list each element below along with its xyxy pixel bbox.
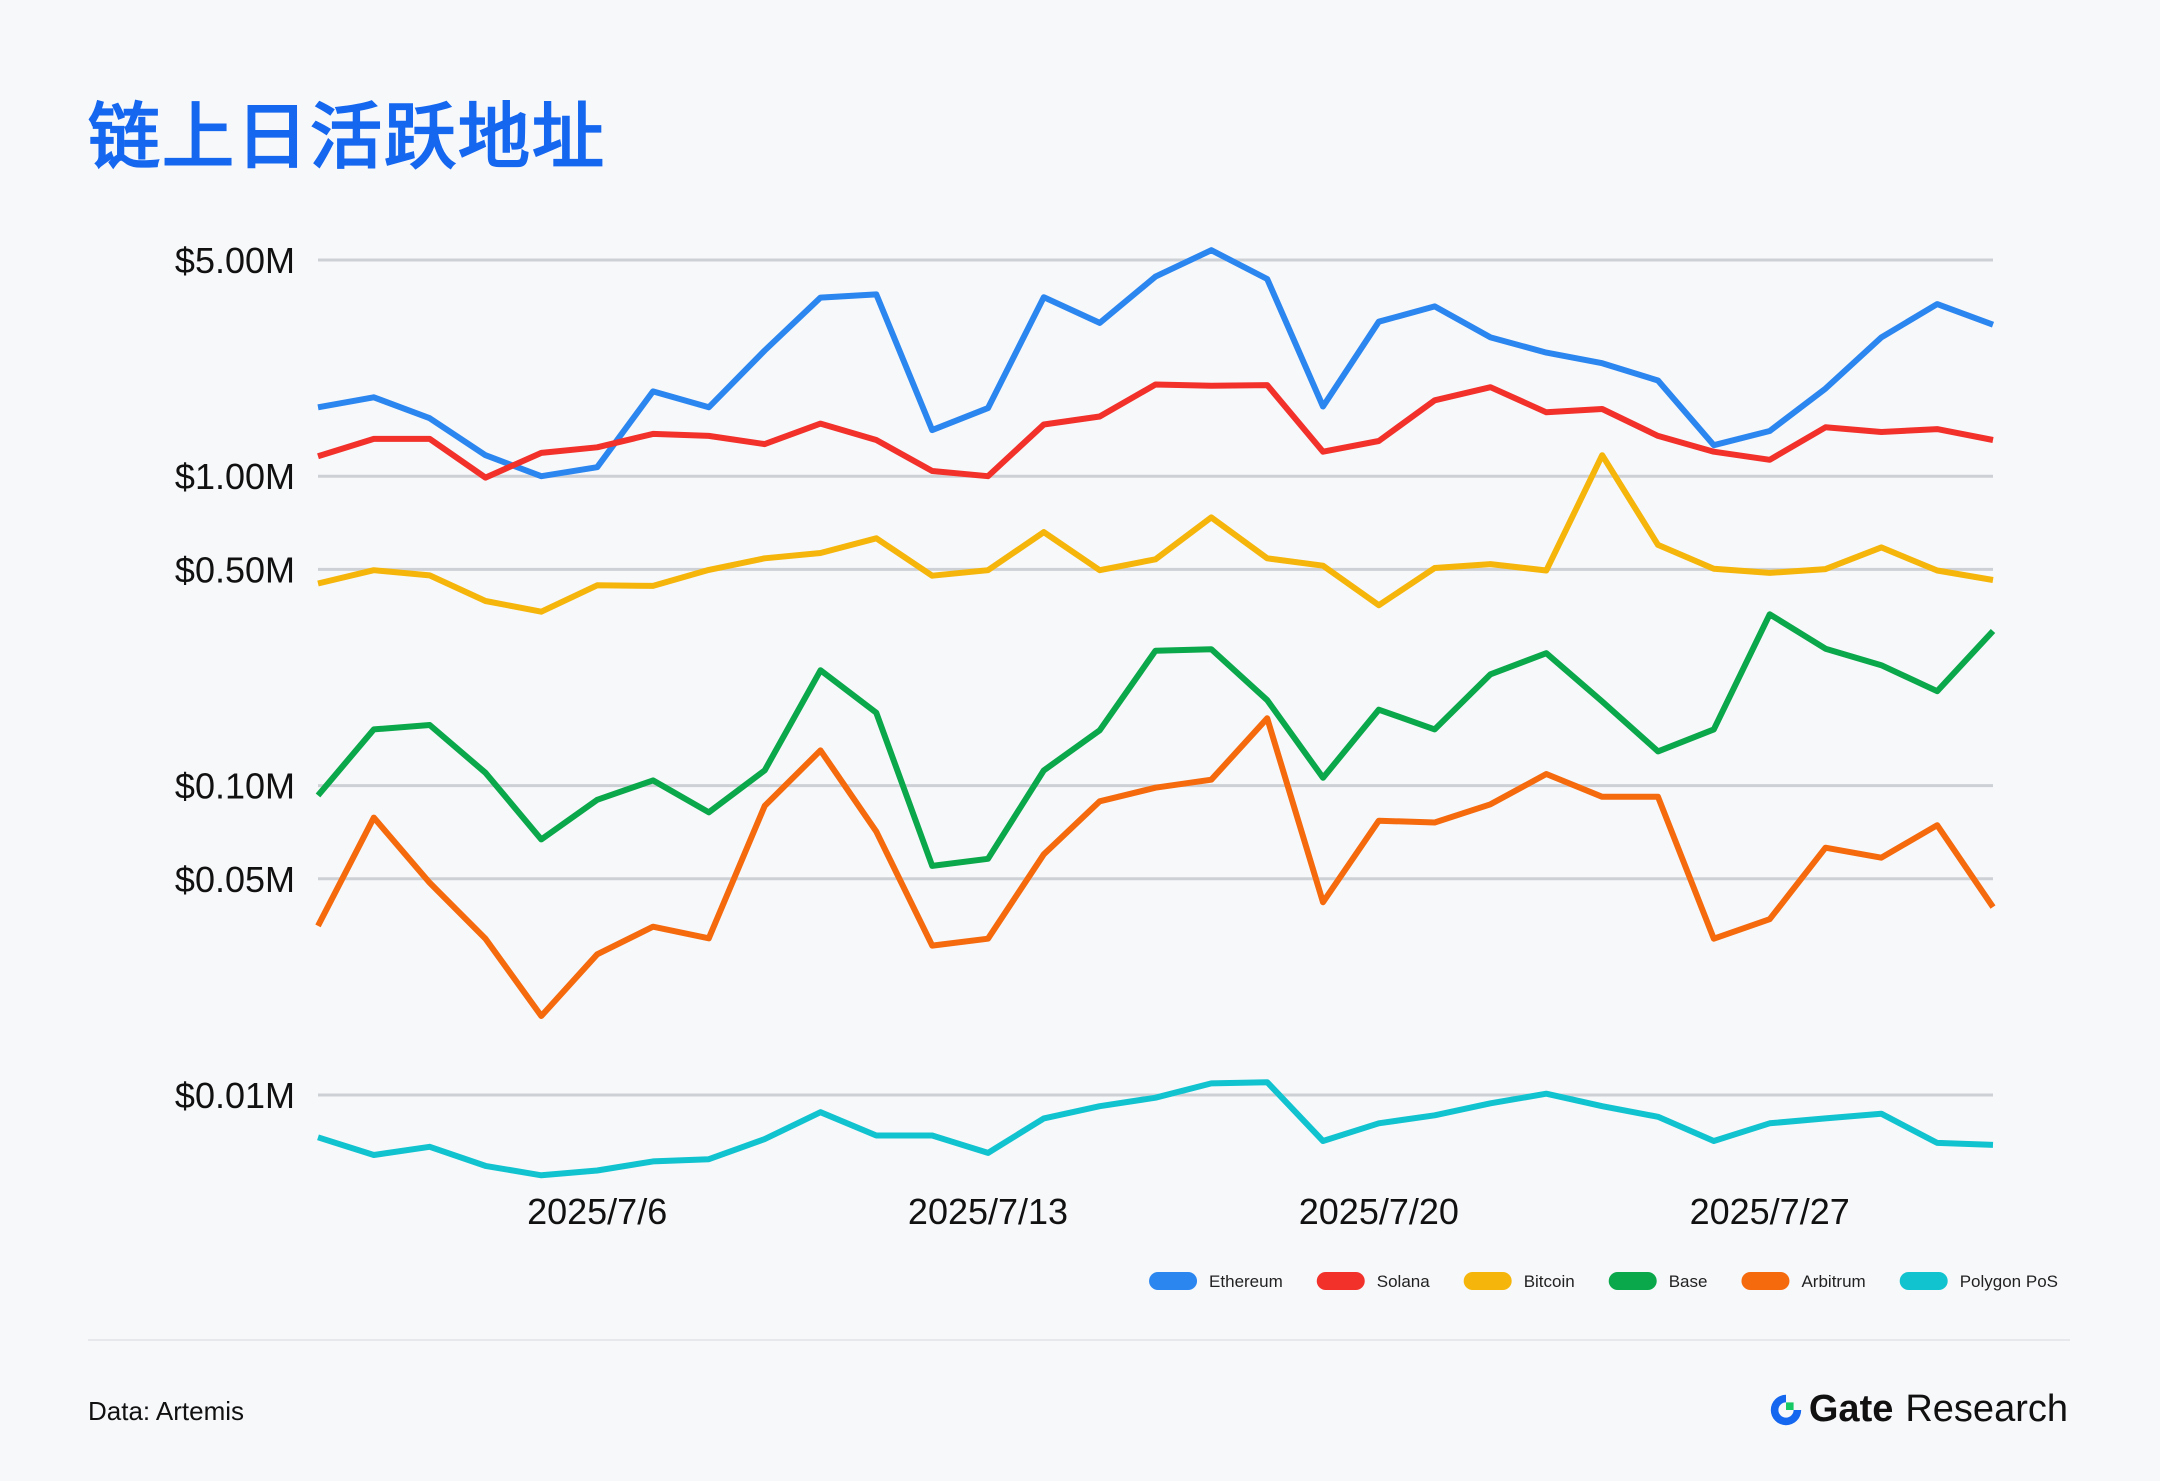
- y-axis-ticks: $5.00M $1.00M $0.50M $0.10M $0.05M $0.01M: [175, 240, 295, 1116]
- legend-label-polygon-pos: Polygon PoS: [1960, 1272, 2058, 1291]
- series-line-bitcoin: [317, 452, 1994, 615]
- legend-swatch-base: [1608, 1272, 1657, 1290]
- y-tick-label: $1.00M: [175, 456, 295, 497]
- gate-logo-icon: [1770, 1394, 1802, 1425]
- legend-label-base: Base: [1669, 1272, 1708, 1291]
- y-tick-label: $0.10M: [175, 766, 295, 807]
- data-source: Data: Artemis: [88, 1396, 245, 1426]
- footer-divider: [88, 1339, 2070, 1341]
- brand-name: Gate: [1808, 1388, 1894, 1430]
- series-lines: [315, 247, 1996, 1179]
- x-tick-label: 2025/7/27: [1690, 1191, 1850, 1232]
- x-tick-label: 2025/7/6: [527, 1191, 667, 1232]
- legend: Ethereum Solana Bitcoin Base Arbitrum Polygon…: [1149, 1272, 2058, 1291]
- legend-label-solana: Solana: [1377, 1272, 1430, 1291]
- legend-label-bitcoin: Bitcoin: [1524, 1272, 1575, 1291]
- y-tick-label: $0.50M: [175, 549, 295, 590]
- x-axis-ticks: 2025/7/6 2025/7/13 2025/7/20 2025/7/27: [527, 1191, 1850, 1232]
- series-line-solana: [317, 381, 1994, 481]
- legend-label-ethereum: Ethereum: [1209, 1272, 1283, 1291]
- series-line-ethereum: [317, 247, 1995, 480]
- legend-swatch-arbitrum: [1741, 1272, 1790, 1290]
- y-tick-label: $0.01M: [175, 1075, 295, 1116]
- legend-swatch-polygon-pos: [1899, 1272, 1948, 1290]
- y-tick-label: $5.00M: [175, 240, 295, 281]
- series-line-polygon-pos: [317, 1079, 1994, 1179]
- legend-swatch-solana: [1316, 1272, 1365, 1290]
- x-tick-label: 2025/7/13: [908, 1191, 1068, 1232]
- legend-swatch-bitcoin: [1463, 1272, 1512, 1290]
- x-tick-label: 2025/7/20: [1299, 1191, 1459, 1232]
- brand-suffix: Research: [1905, 1388, 2068, 1430]
- series-line-base: [315, 611, 1996, 869]
- page-title: 链上日活跃地址: [88, 95, 607, 179]
- legend-swatch-ethereum: [1149, 1272, 1198, 1290]
- y-tick-label: $0.05M: [175, 859, 295, 900]
- series-line-arbitrum: [315, 715, 1996, 1019]
- legend-label-arbitrum: Arbitrum: [1801, 1272, 1865, 1291]
- brand-logo: Gate Research: [1767, 1388, 2068, 1431]
